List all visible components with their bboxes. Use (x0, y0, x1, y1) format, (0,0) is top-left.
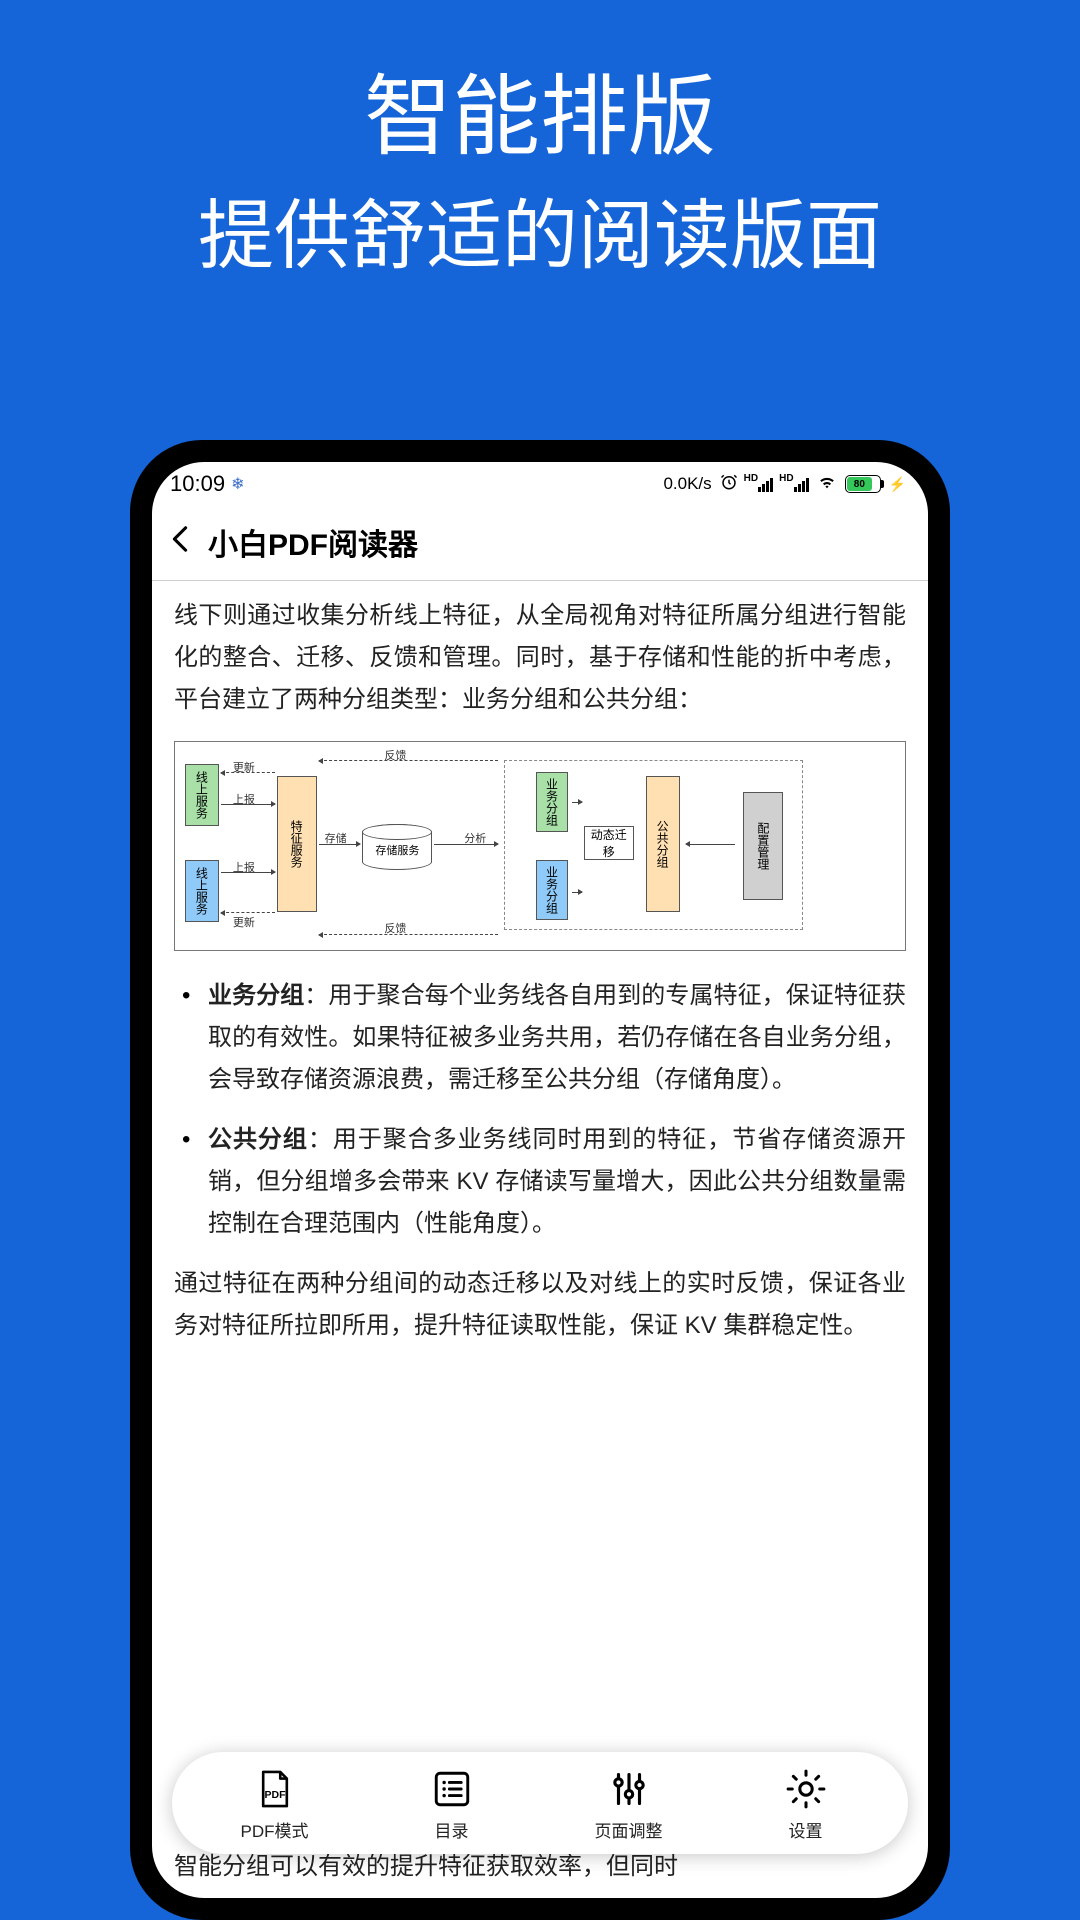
list-item-lead: 业务分组 (208, 982, 304, 1009)
list-item: 业务分组：用于聚合每个业务线各自用到的专属特征，保证特征获取的有效性。如果特征被… (208, 975, 906, 1101)
wifi-icon (817, 474, 837, 495)
diagram-node-svc1: 线上服务 (185, 764, 219, 826)
hd-tag: HD (744, 473, 758, 484)
bullet-list: 业务分组：用于聚合每个业务线各自用到的专属特征，保证特征获取的有效性。如果特征被… (174, 975, 906, 1245)
list-item: 公共分组：用于聚合多业务线同时用到的特征，节省存储资源开销，但分组增多会带来 K… (208, 1119, 906, 1245)
pdf-mode-button[interactable]: PDF PDF模式 (215, 1765, 335, 1842)
diagram-node-feat: 特征服务 (277, 776, 317, 912)
svg-text:PDF: PDF (264, 1789, 286, 1801)
list-icon (428, 1765, 476, 1813)
list-item-rest: ：用于聚合多业务线同时用到的特征，节省存储资源开销，但分组增多会带来 KV 存储… (208, 1126, 906, 1237)
diagram-node-biz1: 业务分组 (536, 772, 568, 832)
phone-screen: 10:09 ❄ 0.0K/s HD HD (152, 462, 928, 1898)
diagram-node-svc2: 线上服务 (185, 860, 219, 922)
charging-icon: ⚡ (889, 476, 906, 493)
settings-button[interactable]: 设置 (746, 1765, 866, 1842)
document-content[interactable]: 线下则通过收集分析线上特征，从全局视角对特征所属分组进行智能化的整合、迁移、反馈… (152, 581, 928, 1898)
toolbar-label: 页面调整 (595, 1817, 663, 1842)
app-title: 小白PDF阅读器 (208, 520, 418, 564)
battery-icon: 80 (845, 475, 881, 493)
phone-frame: 10:09 ❄ 0.0K/s HD HD (130, 440, 950, 1920)
signal-icon-2 (794, 476, 809, 492)
status-time: 10:09 (170, 471, 225, 497)
diagram-node-pub: 公共分组 (646, 776, 680, 912)
hd-tag-2: HD (779, 473, 793, 484)
intro-paragraph: 线下则通过收集分析线上特征，从全局视角对特征所属分组进行智能化的整合、迁移、反馈… (174, 595, 906, 721)
closing-paragraph: 通过特征在两种分组间的动态迁移以及对线上的实时反馈，保证各业务对特征所拉即所用，… (174, 1263, 906, 1347)
bottom-toolbar: PDF PDF模式 目录 页面调整 设置 (172, 1752, 908, 1854)
back-button[interactable] (170, 524, 190, 561)
toolbar-label: PDF模式 (241, 1817, 309, 1842)
app-header: 小白PDF阅读器 (152, 506, 928, 581)
diagram-node-biz2: 业务分组 (536, 860, 568, 920)
promo-subtitle: 提供舒适的阅读版面 (0, 184, 1080, 290)
sliders-icon (605, 1765, 653, 1813)
gear-icon (782, 1765, 830, 1813)
diagram-node-cfg: 配置管理 (743, 792, 783, 900)
list-item-rest: ：用于聚合每个业务线各自用到的专属特征，保证特征获取的有效性。如果特征被多业务共… (208, 982, 906, 1093)
alarm-icon (720, 473, 738, 496)
page-adjust-button[interactable]: 页面调整 (569, 1765, 689, 1842)
promo-header: 智能排版 提供舒适的阅读版面 (0, 0, 1080, 291)
architecture-diagram: 线上服务线上服务特征服务存储服务业务分组业务分组动态迁移公共分组配置管理更新上报… (174, 741, 906, 951)
pdf-icon: PDF (251, 1765, 299, 1813)
toolbar-label: 目录 (435, 1817, 469, 1842)
bluetooth-icon: ❄ (231, 474, 244, 494)
network-speed: 0.0K/s (663, 474, 711, 494)
diagram-node-migrate: 动态迁移 (584, 826, 634, 860)
promo-title: 智能排版 (0, 60, 1080, 174)
toc-button[interactable]: 目录 (392, 1765, 512, 1842)
signal-icon-1 (758, 476, 773, 492)
toolbar-label: 设置 (789, 1817, 823, 1842)
status-bar: 10:09 ❄ 0.0K/s HD HD (152, 462, 928, 506)
diagram-node-store: 存储服务 (362, 824, 432, 870)
list-item-lead: 公共分组 (208, 1126, 308, 1153)
